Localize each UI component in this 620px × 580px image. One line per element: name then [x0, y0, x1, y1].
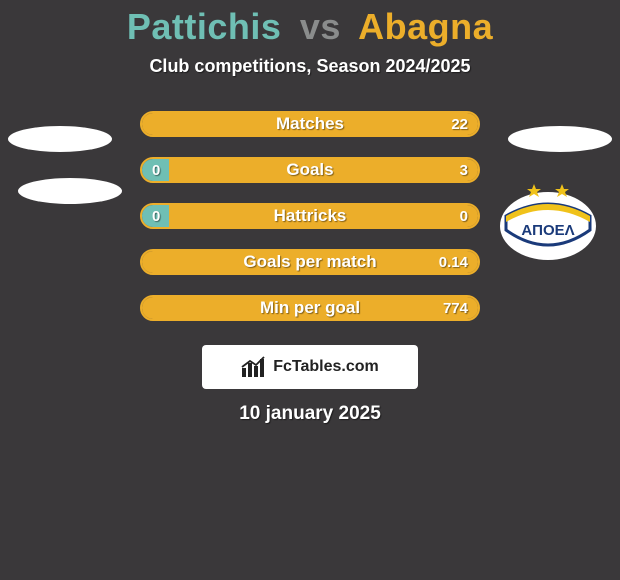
stat-bar-right: [169, 205, 478, 227]
stat-bar-right: [142, 113, 478, 135]
title-player-right: Abagna: [358, 6, 493, 47]
stat-bar: Min per goal774: [140, 295, 480, 321]
stat-row: Matches22: [0, 101, 620, 147]
stat-bar: Goals per match0.14: [140, 249, 480, 275]
stat-bar: Hattricks00: [140, 203, 480, 229]
subtitle: Club competitions, Season 2024/2025: [0, 56, 620, 77]
stat-bar-left: [142, 159, 169, 181]
brand-link[interactable]: FcTables.com: [202, 345, 418, 389]
title-vs: vs: [300, 6, 341, 47]
date-text: 10 january 2025: [0, 403, 620, 425]
title-player-left: Pattichis: [127, 6, 282, 47]
stat-bar: Matches22: [140, 111, 480, 137]
bar-chart-icon: [241, 356, 267, 378]
stat-row: Min per goal774: [0, 285, 620, 331]
stat-bar-left: [142, 205, 169, 227]
stat-bar-right: [142, 297, 478, 319]
stat-row: Goals03: [0, 147, 620, 193]
page-title: Pattichis vs Abagna: [0, 6, 620, 48]
comparison-rows: Matches22 Goals03 Hattricks00 Goals per mat…: [0, 101, 620, 331]
stat-bar-right: [142, 251, 478, 273]
stat-row: Hattricks00: [0, 193, 620, 239]
stat-bar: Goals03: [140, 157, 480, 183]
stat-bar-right: [169, 159, 478, 181]
brand-text: FcTables.com: [273, 358, 379, 376]
stat-row: Goals per match0.14: [0, 239, 620, 285]
